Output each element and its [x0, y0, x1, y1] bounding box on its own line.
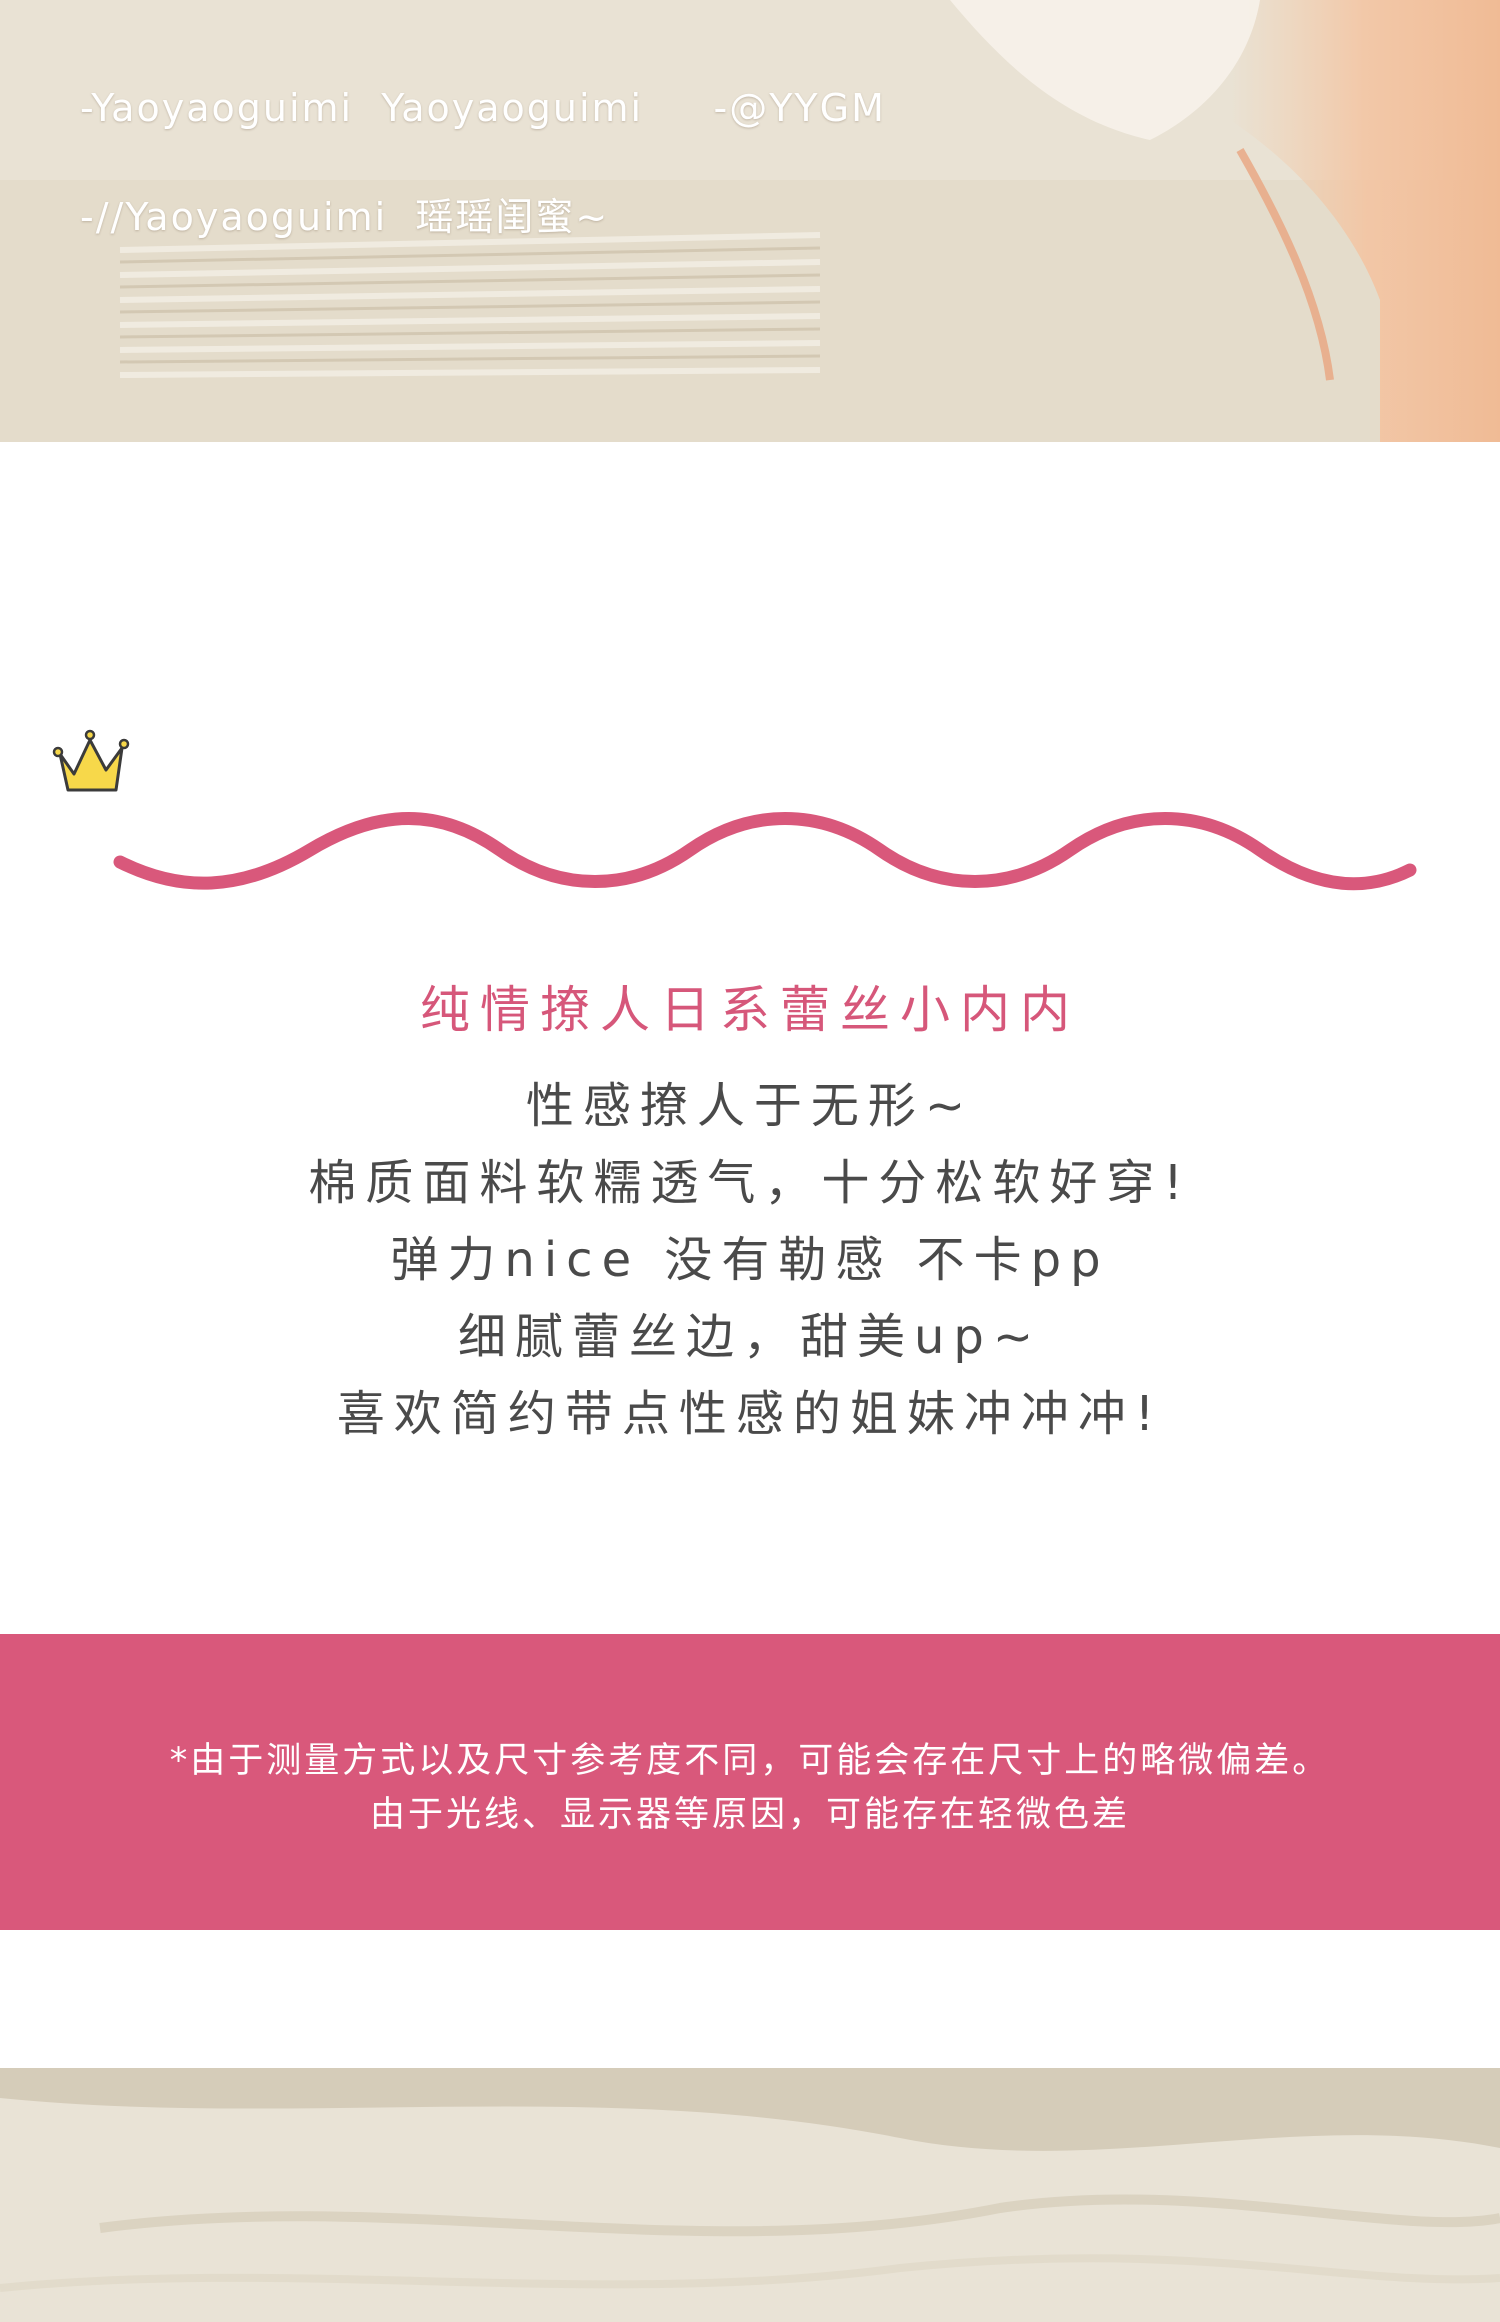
crown-icon [52, 729, 130, 792]
watermark-line-2: -//Yaoyaoguimi 瑶瑶闺蜜~ [80, 195, 610, 239]
fabric-photo-bottom [0, 2068, 1500, 2322]
product-subtitle: 纯情撩人日系蕾丝小内内 [420, 981, 1080, 1039]
description-line: 棉质面料软糯透气，十分松软好穿! [308, 1155, 1192, 1211]
description-line: 性感撩人于无形~ [525, 1078, 975, 1134]
fabric-photo-top [0, 0, 1500, 442]
top-photo: -Yaoyaoguimi Yaoyaoguimi -@YYGM -//Yaoya… [0, 0, 1500, 442]
notice-band: *由于测量方式以及尺寸参考度不同，可能会存在尺寸上的略微偏差。 由于光线、显示器… [0, 1634, 1500, 1930]
notice-line-2: 由于光线、显示器等原因，可能存在轻微色差 [369, 1795, 1130, 1835]
description-line: 喜欢简约带点性感的姐妹冲冲冲! [336, 1386, 1164, 1442]
description-line: 弹力nice 没有勒感 不卡pp [390, 1232, 1110, 1288]
description-line: 细腻蕾丝边，甜美up~ [457, 1309, 1043, 1365]
watermark-line-1: -Yaoyaoguimi Yaoyaoguimi -@YYGM [80, 86, 886, 130]
bottom-photo [0, 2068, 1500, 2322]
notice-line-1: *由于测量方式以及尺寸参考度不同，可能会存在尺寸上的略微偏差。 [169, 1741, 1331, 1781]
wave-divider [113, 812, 1417, 891]
